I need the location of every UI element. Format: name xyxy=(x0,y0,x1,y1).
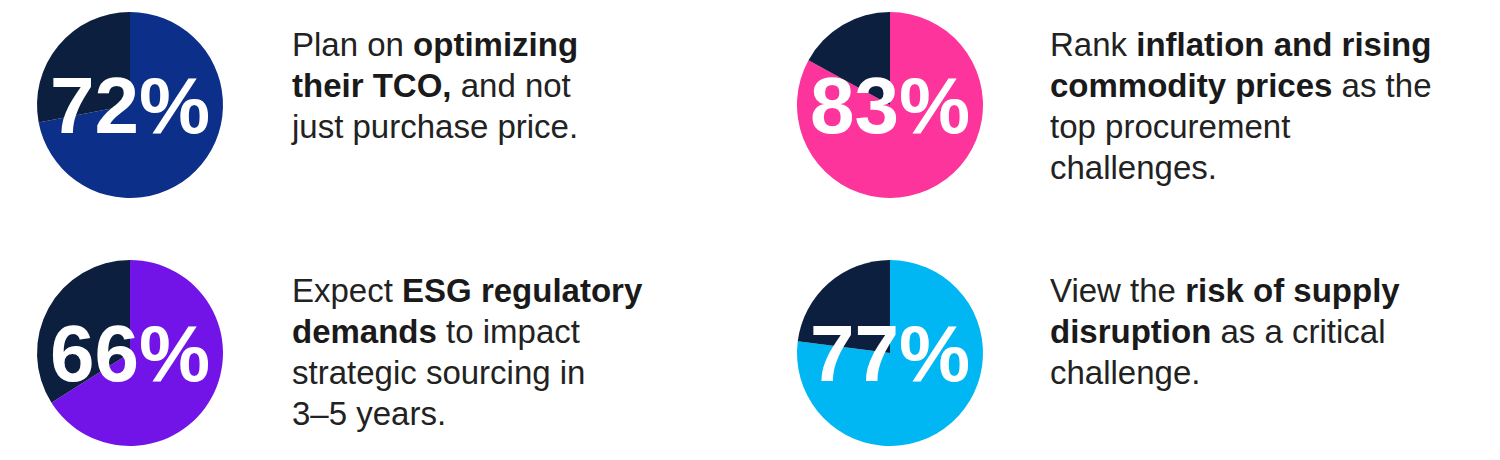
svg-text:77%: 77% xyxy=(810,309,970,398)
svg-text:83%: 83% xyxy=(810,61,970,150)
html-text:Expect ESG regulatory demands: Expect ESG regulatory demands to impact … xyxy=(292,272,643,432)
svg-text:72%: 72% xyxy=(50,61,210,150)
svg-text:66%: 66% xyxy=(50,309,210,398)
html-text:Rank inflation and rising comm: Rank inflation and rising commodity pric… xyxy=(1050,26,1432,186)
html-text:Plan on optimizing their TCO,: Plan on optimizing their TCO, and not ju… xyxy=(292,26,579,145)
html-text:View the risk of supply disrup: View the risk of supply disruption as a … xyxy=(1050,272,1400,391)
